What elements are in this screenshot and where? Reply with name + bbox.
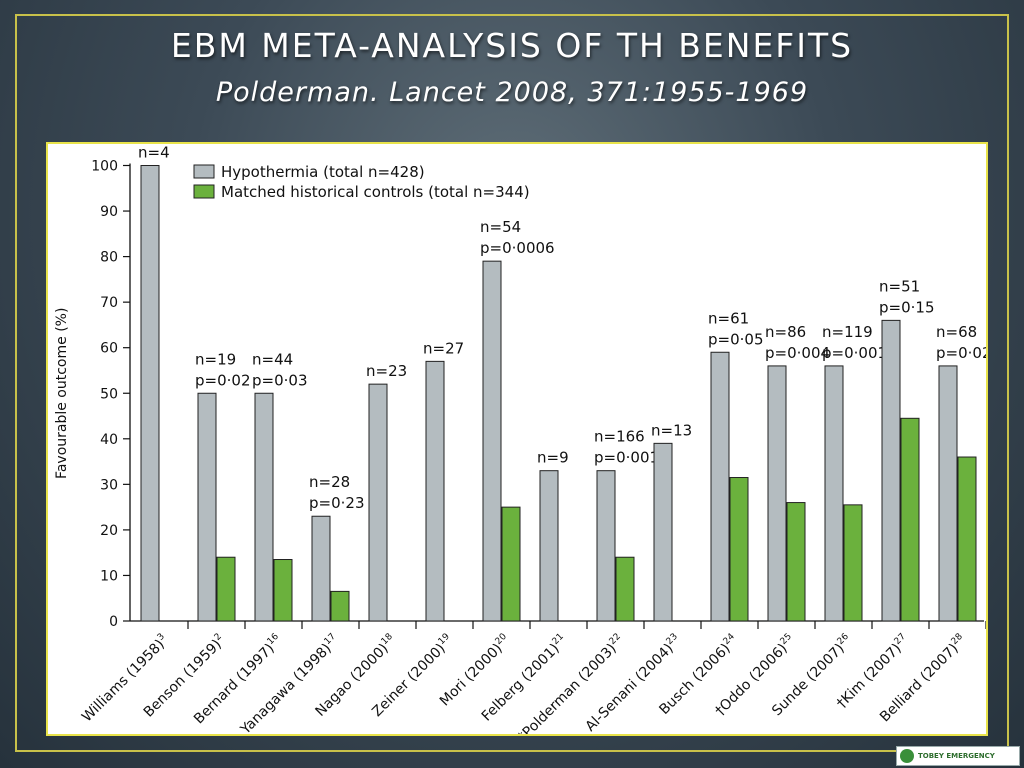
bar-annotation: n=28 [309, 473, 350, 491]
legend-label-hypothermia: Hypothermia (total n=428) [221, 163, 425, 181]
bar-control [273, 559, 293, 622]
bar-annotation: n=19 [195, 350, 236, 368]
bar-hypothermia [881, 319, 901, 622]
slide-subtitle: Polderman. Lancet 2008, 371:1955-1969 [215, 77, 809, 108]
bar-annotation: n=9 [537, 449, 569, 467]
legend-label-controls: Matched historical controls (total n=344… [221, 183, 530, 201]
legend-swatch-hypothermia [193, 164, 215, 179]
x-category-label: Yanagawa (1998)17 [236, 632, 342, 734]
bar-chart: 0 10 20 30 40 50 60 70 80 90 100 Favourable outcome… [54, 144, 986, 734]
bar-annotation: n=44 [252, 350, 293, 368]
bar-control [729, 477, 749, 622]
y-tick-label: 0 [109, 614, 118, 630]
bar-annotation: p=0·23 [309, 494, 365, 512]
bar-annotation: p=0·001 [822, 344, 887, 362]
y-tick-label: 80 [100, 250, 118, 266]
bar-annotation: n=4 [138, 144, 170, 162]
slide-frame [15, 14, 1009, 752]
bar-annotation: p=0·02 [195, 371, 251, 389]
bar-hypothermia [539, 470, 559, 622]
bar-annotation: n=27 [423, 339, 464, 357]
bar-annotation: p=0·15 [879, 298, 935, 316]
bar-annotation: n=54 [480, 218, 521, 236]
bar-control [843, 504, 863, 622]
bar-hypothermia [482, 260, 502, 622]
y-tick-label: 90 [100, 204, 118, 220]
bar-annotation: n=23 [366, 362, 407, 380]
y-tick-label: 10 [100, 568, 118, 584]
bar-control [900, 417, 920, 622]
category-ref: 2 [213, 632, 224, 643]
bar-hypothermia [425, 360, 445, 622]
tobey-emergency-logo: TOBEY EMERGENCY [896, 746, 1020, 766]
bar-hypothermia [368, 383, 388, 622]
y-tick-label: 30 [100, 477, 118, 493]
y-tick-label: 70 [100, 295, 118, 311]
x-category-label: Al-Senani (2004)23 [582, 632, 685, 734]
bar-hypothermia [710, 351, 730, 622]
bar-control [330, 590, 350, 622]
bar-hypothermia [311, 515, 331, 622]
bar-hypothermia [140, 165, 160, 622]
chart-panel: 0 10 20 30 40 50 60 70 80 90 100 Favourable outcome… [46, 142, 988, 736]
y-tick-label: 50 [100, 386, 118, 402]
y-axis-label: Favourable outcome (%) [54, 308, 70, 479]
logo-icon [900, 749, 914, 763]
bar-hypothermia [767, 365, 787, 622]
bar-hypothermia [197, 392, 217, 622]
bar-control [615, 556, 635, 622]
bar-annotation: p=0·03 [252, 371, 308, 389]
bar-hypothermia [653, 442, 673, 622]
y-tick-label: 60 [100, 341, 118, 357]
bar-annotation: n=51 [879, 277, 920, 295]
bar-hypothermia [596, 470, 616, 622]
bar-hypothermia [254, 392, 274, 622]
bar-annotation: p=0·02 [936, 344, 986, 362]
bar-control [501, 506, 521, 622]
bar-annotation: n=61 [708, 309, 749, 327]
logo-text: TOBEY EMERGENCY [918, 752, 995, 760]
bar-hypothermia [938, 365, 958, 622]
legend-swatch-controls [193, 184, 215, 199]
bar-annotation: n=86 [765, 323, 806, 341]
bar-annotation: n=13 [651, 421, 692, 439]
bar-annotation: n=166 [594, 428, 645, 446]
bar-annotation: p=0·05 [708, 330, 764, 348]
bar-annotation: p=0·001 [594, 449, 659, 467]
slide-title: EBM META-ANALYSIS OF TH BENEFITS [170, 26, 854, 65]
bar-control [786, 502, 806, 622]
bar-control [216, 556, 236, 622]
y-tick-label: 100 [91, 159, 118, 175]
bar-annotation: p=0·004 [765, 344, 830, 362]
bar-annotation: p=0·0006 [480, 239, 555, 257]
bar-hypothermia [824, 365, 844, 622]
bar-annotation: n=68 [936, 323, 977, 341]
bar-control [957, 456, 977, 622]
bar-annotation: n=119 [822, 323, 873, 341]
y-tick-label: 40 [100, 432, 118, 448]
category-ref: 3 [156, 632, 167, 643]
y-tick-label: 20 [100, 523, 118, 539]
